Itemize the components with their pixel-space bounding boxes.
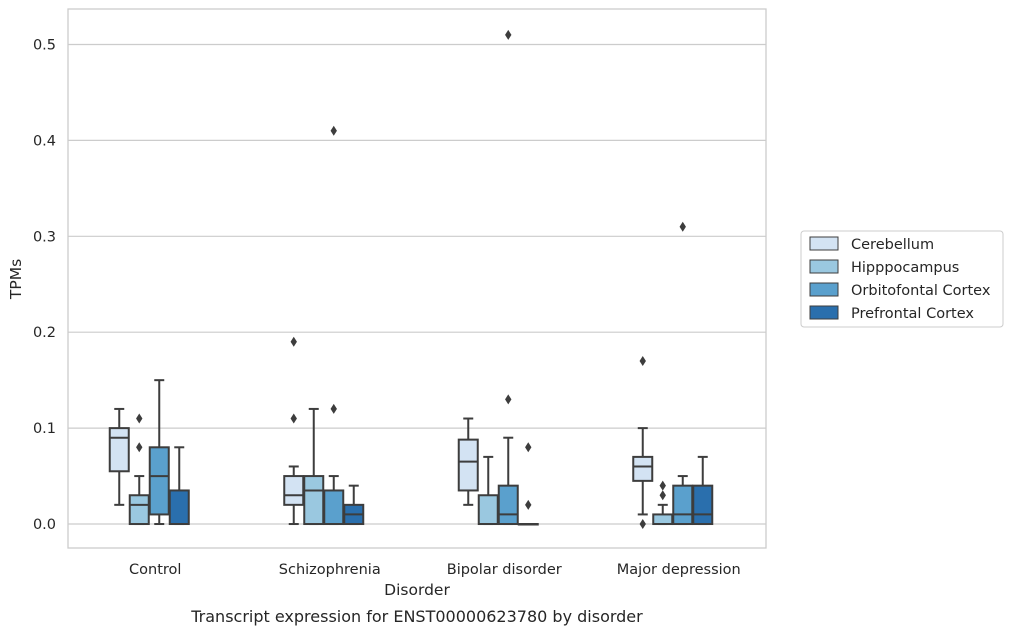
- box-iqr: [692, 484, 714, 526]
- legend-frame: [800, 230, 1004, 328]
- outlier-point: [639, 355, 646, 366]
- box-iqr: [168, 489, 190, 526]
- x-tick-labels: Control Schizophrenia Bipolar disorder Majo…: [129, 562, 741, 578]
- outlier-point: [505, 29, 512, 40]
- box-iqr: [323, 489, 345, 526]
- outlier-point: [679, 221, 686, 232]
- y-axis-title: TPMs: [7, 259, 25, 300]
- x-tick-label: Schizophrenia: [279, 562, 381, 578]
- box-cerebellum: [632, 355, 654, 530]
- box-iqr: [108, 427, 130, 473]
- box-orbitofontal-cortex: [497, 29, 519, 526]
- outlier-point: [659, 480, 666, 491]
- box-iqr: [148, 446, 170, 516]
- outlier-point: [136, 442, 143, 453]
- box-iqr: [632, 455, 654, 482]
- box-iqr: [477, 494, 499, 526]
- box-cerebellum: [457, 417, 479, 506]
- box-iqr: [457, 438, 479, 492]
- chart-caption: Transcript expression for ENST0000062378…: [190, 607, 643, 626]
- outlier-point: [659, 490, 666, 501]
- box-iqr: [672, 484, 694, 526]
- x-tick-label: Major depression: [617, 562, 741, 578]
- box-groups: [108, 29, 714, 530]
- y-tick-label: 0.4: [33, 133, 56, 149]
- x-tick-label: Control: [129, 562, 181, 578]
- box-prefrontal-cortex: [692, 455, 714, 526]
- x-axis-title: Disorder: [384, 581, 450, 599]
- y-tick-label: 0.3: [33, 229, 56, 245]
- box-orbitofontal-cortex: [148, 379, 170, 526]
- box-iqr: [303, 475, 325, 526]
- box-hipppocampus: [128, 413, 150, 526]
- legend-swatch: [809, 236, 839, 251]
- outlier-point: [639, 519, 646, 530]
- x-tick-label: Bipolar disorder: [447, 562, 562, 578]
- outlier-point: [505, 394, 512, 405]
- legend-label: Hipppocampus: [851, 260, 959, 276]
- outlier-point: [136, 413, 143, 424]
- legend-swatch: [809, 259, 839, 274]
- outlier-point: [525, 499, 532, 510]
- box-iqr: [283, 475, 305, 506]
- box-cerebellum: [108, 407, 130, 506]
- box-iqr: [652, 513, 674, 526]
- y-tick-label: 0.0: [33, 517, 56, 533]
- y-tick-label: 0.5: [33, 37, 56, 53]
- outlier-point: [330, 403, 337, 414]
- legend: Cerebellum Hipppocampus Orbitofontal Corte…: [800, 230, 1004, 328]
- outlier-point: [525, 442, 532, 453]
- box-prefrontal-cortex: [168, 446, 190, 526]
- legend-label: Prefrontal Cortex: [851, 306, 974, 322]
- box-prefrontal-cortex: [517, 442, 539, 526]
- legend-label: Orbitofontal Cortex: [851, 283, 991, 299]
- outlier-point: [330, 125, 337, 136]
- box-iqr: [497, 484, 519, 526]
- legend-swatch: [809, 282, 839, 297]
- box-iqr: [128, 494, 150, 526]
- plot-frame: [67, 8, 767, 549]
- outlier-point: [290, 336, 297, 347]
- legend-swatch: [809, 305, 839, 320]
- outlier-point: [290, 413, 297, 424]
- y-tick-label: 0.1: [33, 421, 56, 437]
- y-tick-label: 0.2: [33, 325, 56, 341]
- legend-label: Cerebellum: [851, 237, 934, 253]
- box-prefrontal-cortex: [343, 484, 365, 526]
- y-tick-labels: 0.0 0.1 0.2 0.3 0.4 0.5: [33, 37, 56, 533]
